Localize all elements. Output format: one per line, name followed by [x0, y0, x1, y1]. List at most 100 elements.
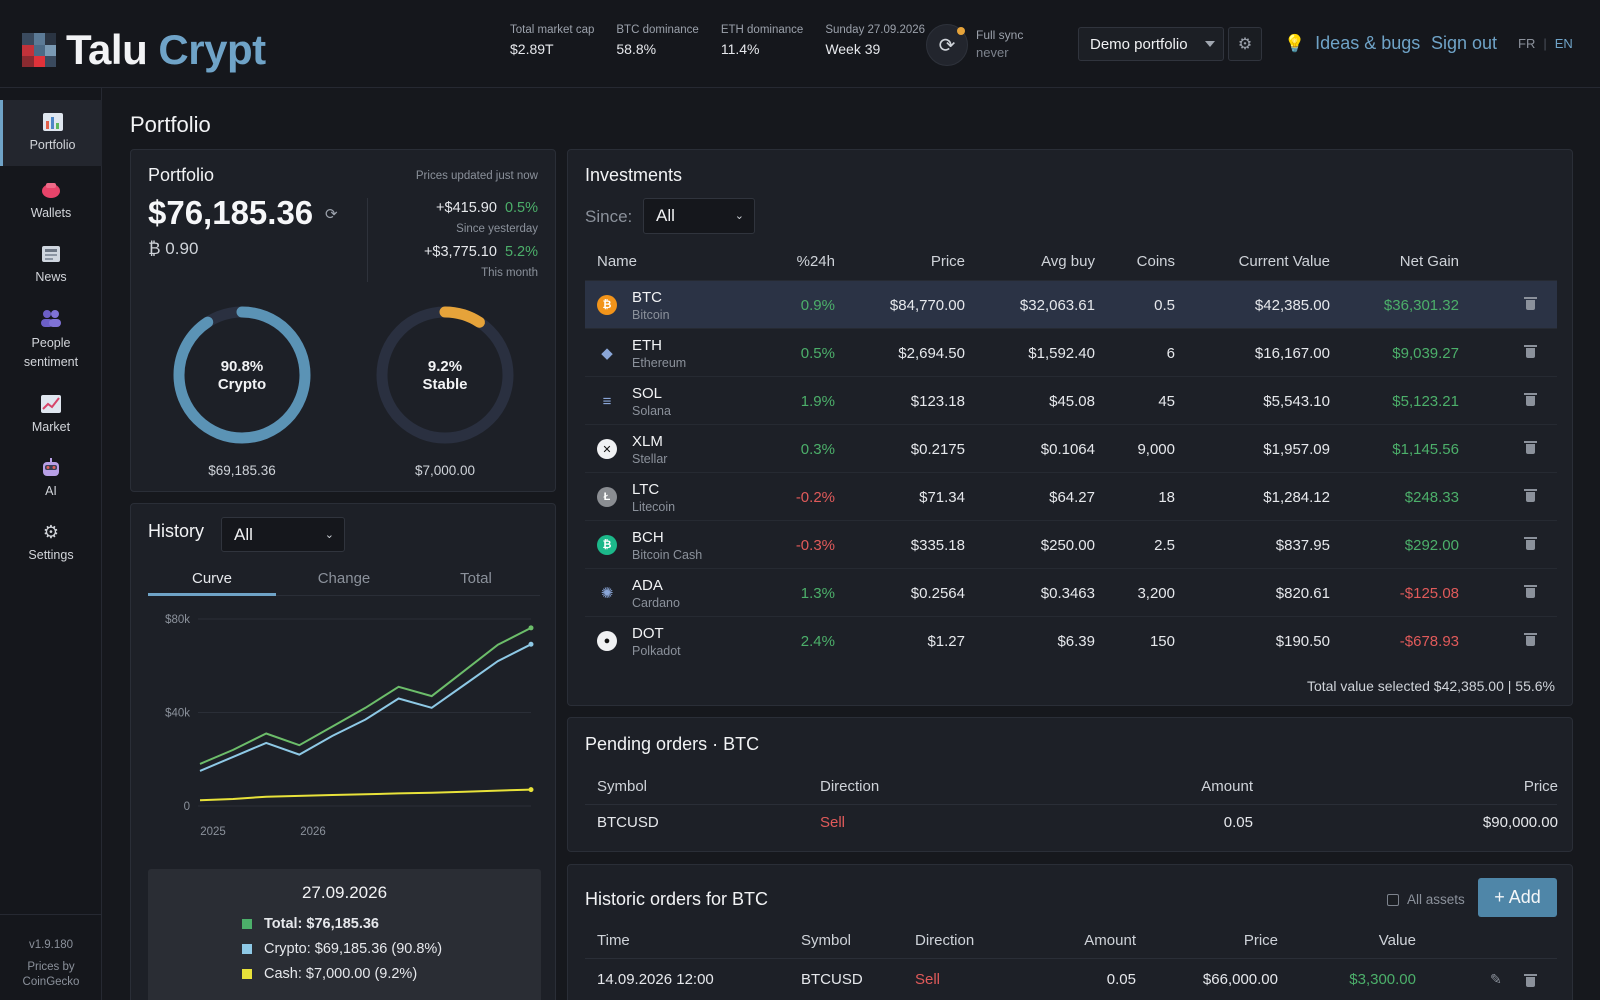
col-current-value[interactable]: Current Value: [1238, 253, 1330, 270]
col-avg-buy[interactable]: Avg buy: [1041, 253, 1095, 270]
investment-row[interactable]: ₿ BCH Bitcoin Cash -0.3% $335.18 $250.00 2.5 $8…: [585, 520, 1557, 568]
tab-total[interactable]: Total: [460, 570, 492, 587]
tab-change[interactable]: Change: [317, 570, 371, 587]
avg-buy: $6.39: [1057, 633, 1095, 650]
app-title: Talu Crypt: [66, 26, 266, 73]
historic-col-amount: Amount: [1084, 932, 1136, 949]
lang-en[interactable]: EN: [1554, 36, 1573, 51]
lang-fr[interactable]: FR: [1518, 36, 1536, 51]
investments-table: Name %24h Price Avg buy Coins Current Va…: [585, 242, 1557, 664]
chart-icon: [42, 113, 63, 131]
donut-arc[interactable]: [173, 306, 311, 444]
legend-cash-swatch: [242, 969, 252, 979]
news-icon: [42, 246, 60, 262]
trash-icon[interactable]: [1524, 585, 1537, 598]
sign-out-link[interactable]: Sign out: [1431, 33, 1498, 53]
avg-buy: $250.00: [1040, 537, 1095, 554]
investments-card: Investments Since: All ⌄ Name %24h Price …: [567, 149, 1573, 706]
coins: 9,000: [1137, 441, 1175, 458]
coin-symbol: LTC: [632, 481, 660, 498]
add-order-button[interactable]: + Add: [1478, 878, 1557, 917]
coin-price: $2,694.50: [898, 345, 965, 362]
trash-icon[interactable]: [1524, 489, 1537, 502]
history-tooltip: 27.09.2026 Total: $76,185.36 Crypto: $69…: [148, 869, 541, 1000]
investment-row[interactable]: ✺ ADA Cardano 1.3% $0.2564 $0.3463 3,200 $820.6…: [585, 568, 1557, 616]
investment-row[interactable]: ● DOT Polkadot 2.4% $1.27 $6.39 150 $190.50 -$67…: [585, 616, 1557, 664]
top-bar: Talu Crypt Total market cap $2.89T BTC do…: [0, 0, 1600, 88]
history-title: History: [148, 521, 205, 541]
sidebar-item-news[interactable]: News: [0, 244, 102, 284]
trash-icon[interactable]: [1524, 537, 1537, 550]
change-24h: -0.2%: [795, 489, 835, 506]
coingecko-link[interactable]: CoinGecko: [22, 976, 80, 988]
donut-arc[interactable]: [376, 306, 514, 444]
coins: 0.5: [1154, 297, 1175, 314]
chevron-down-icon: ⌄: [734, 210, 744, 222]
ideas-bugs-link[interactable]: 💡 Ideas & bugs: [1284, 33, 1421, 53]
change-since-yesterday: +$415.90 0.5% Since yesterday: [436, 200, 538, 235]
history-card: History All ⌄ Curve Change Total $80k $40k…: [130, 503, 556, 1000]
current-value: $1,284.12: [1263, 489, 1330, 506]
investment-row[interactable]: ◆ ETH Ethereum 0.5% $2,694.50 $1,592.40 6 $16,1…: [585, 328, 1557, 376]
coin-name: Bitcoin Cash: [632, 548, 703, 562]
col-net-gain[interactable]: Net Gain: [1399, 253, 1459, 270]
sidebar-footer: v1.9.180 Prices by CoinGecko: [0, 938, 102, 990]
app-logo[interactable]: Talu Crypt: [22, 26, 266, 74]
investment-row[interactable]: ₿ BTC Bitcoin 0.9% $84,770.00 $32,063.61 0.5 $4…: [585, 280, 1557, 328]
investments-title: Investments: [585, 165, 683, 185]
sidebar-item-ai[interactable]: AI: [0, 458, 102, 498]
sync-button[interactable]: ⟳: [926, 24, 968, 66]
coins: 18: [1158, 489, 1175, 506]
portfolio-select[interactable]: Demo portfolio: [1078, 27, 1224, 61]
bulb-icon: 💡: [1284, 33, 1306, 53]
col-coins[interactable]: Coins: [1136, 253, 1175, 270]
history-chart[interactable]: $80k $40k 0 2025 2026: [148, 606, 541, 851]
investment-row[interactable]: ≡ SOL Solana 1.9% $123.18 $45.08 45 $5,543.10 $5…: [585, 376, 1557, 424]
stellar-icon: ✕: [597, 439, 617, 459]
col-name[interactable]: Name: [597, 253, 638, 270]
trash-icon[interactable]: [1524, 974, 1537, 987]
history-range-select[interactable]: All ⌄: [221, 517, 345, 552]
change-24h: 1.9%: [800, 393, 835, 410]
change-24h: 0.3%: [800, 441, 835, 458]
sidebar-item-portfolio[interactable]: Portfolio: [0, 100, 102, 166]
trash-icon[interactable]: [1524, 393, 1537, 406]
all-assets-checkbox[interactable]: All assets: [1387, 892, 1465, 907]
coin-price: $123.18: [910, 393, 965, 410]
series-point-1: [528, 641, 534, 647]
tooltip-crypto: Crypto: $69,185.36 (90.8%): [242, 941, 442, 957]
investment-row[interactable]: ✕ XLM Stellar 0.3% $0.2175 $0.1064 9,000 $1,957…: [585, 424, 1557, 472]
ethereum-icon: ◆: [601, 345, 613, 362]
current-value: $837.95: [1275, 537, 1330, 554]
sidebar: Portfolio Wallets News People sentiment …: [0, 88, 102, 1000]
edit-icon[interactable]: ✎: [1490, 971, 1502, 987]
bitcoin-cash-icon: ₿: [597, 535, 617, 555]
historic-orders-card: Historic orders for BTC All assets + Add…: [567, 864, 1573, 1000]
portfolio-settings-button[interactable]: ⚙: [1228, 27, 1262, 61]
stable-donut-label: 9.2% Stable: [422, 358, 468, 393]
trash-icon[interactable]: [1524, 297, 1537, 310]
portfolio-card-title: Portfolio: [148, 165, 215, 185]
portfolio-divider: [367, 198, 368, 282]
refresh-icon[interactable]: ⟳: [325, 206, 338, 223]
trash-icon[interactable]: [1524, 345, 1537, 358]
tooltip-total: Total: $76,185.36: [242, 916, 379, 932]
investment-row[interactable]: Ł LTC Litecoin -0.2% $71.34 $64.27 18 $1,284.12…: [585, 472, 1557, 520]
market-stats: Total market cap $2.89T BTC dominance 58.8…: [510, 24, 947, 57]
pending-direction: Sell: [820, 814, 846, 831]
sidebar-item-market[interactable]: Market: [0, 394, 102, 434]
since-select[interactable]: All ⌄: [643, 198, 755, 234]
avg-buy: $1,592.40: [1028, 345, 1095, 362]
trash-icon[interactable]: [1524, 633, 1537, 646]
sidebar-item-wallets[interactable]: Wallets: [0, 180, 102, 220]
trash-icon[interactable]: [1524, 441, 1537, 454]
col-change-24h[interactable]: %24h: [796, 253, 835, 270]
tab-curve[interactable]: Curve: [191, 570, 232, 587]
pending-amount: 0.05: [1223, 814, 1253, 831]
sidebar-item-people-sentiment[interactable]: People sentiment: [0, 308, 102, 372]
col-price[interactable]: Price: [930, 253, 965, 270]
series-point-0: [528, 625, 534, 631]
avg-buy: $0.3463: [1040, 585, 1095, 602]
sidebar-item-settings[interactable]: ⚙ Settings: [28, 522, 74, 562]
crypto-donut-label: 90.8% Crypto: [217, 358, 267, 393]
